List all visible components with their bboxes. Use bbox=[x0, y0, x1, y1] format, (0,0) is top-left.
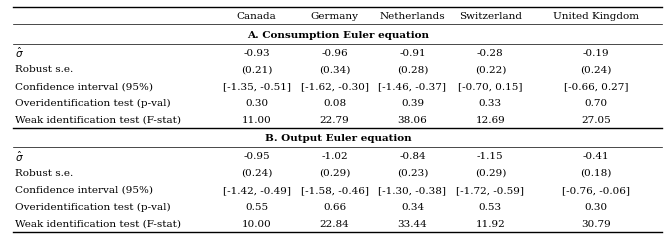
Text: (0.24): (0.24) bbox=[580, 65, 611, 74]
Text: 0.30: 0.30 bbox=[584, 202, 607, 211]
Text: Weak identification test (F-stat): Weak identification test (F-stat) bbox=[15, 219, 181, 228]
Text: -0.96: -0.96 bbox=[321, 48, 348, 57]
Text: 11.92: 11.92 bbox=[476, 219, 505, 228]
Text: 38.06: 38.06 bbox=[397, 116, 427, 124]
Text: (0.29): (0.29) bbox=[319, 168, 351, 177]
Text: 27.05: 27.05 bbox=[581, 116, 611, 124]
Text: Overidentification test (p-val): Overidentification test (p-val) bbox=[15, 202, 171, 211]
Text: [-1.72, -0.59]: [-1.72, -0.59] bbox=[456, 185, 524, 194]
Text: -1.02: -1.02 bbox=[321, 152, 348, 160]
Text: 0.34: 0.34 bbox=[401, 202, 424, 211]
Text: [-1.42, -0.49]: [-1.42, -0.49] bbox=[223, 185, 291, 194]
Text: (0.18): (0.18) bbox=[580, 168, 611, 177]
Text: (0.34): (0.34) bbox=[319, 65, 351, 74]
Text: [-0.76, -0.06]: [-0.76, -0.06] bbox=[562, 185, 630, 194]
Text: (0.28): (0.28) bbox=[397, 65, 428, 74]
Text: (0.24): (0.24) bbox=[241, 168, 272, 177]
Text: (0.29): (0.29) bbox=[475, 168, 506, 177]
Text: (0.22): (0.22) bbox=[475, 65, 506, 74]
Text: Canada: Canada bbox=[237, 12, 276, 21]
Text: -0.93: -0.93 bbox=[244, 48, 270, 57]
Text: 0.39: 0.39 bbox=[401, 99, 424, 108]
Text: 11.00: 11.00 bbox=[242, 116, 272, 124]
Text: Switzerland: Switzerland bbox=[459, 12, 522, 21]
Text: -0.41: -0.41 bbox=[583, 152, 609, 160]
Text: A. Consumption Euler equation: A. Consumption Euler equation bbox=[247, 31, 429, 40]
Text: [-1.62, -0.30]: [-1.62, -0.30] bbox=[300, 82, 369, 91]
Text: 30.79: 30.79 bbox=[581, 219, 611, 228]
Text: -0.95: -0.95 bbox=[244, 152, 270, 160]
Text: 12.69: 12.69 bbox=[476, 116, 505, 124]
Text: Robust s.e.: Robust s.e. bbox=[15, 168, 74, 177]
Text: [-1.35, -0.51]: [-1.35, -0.51] bbox=[223, 82, 291, 91]
Text: 33.44: 33.44 bbox=[397, 219, 427, 228]
Text: [-1.30, -0.38]: [-1.30, -0.38] bbox=[379, 185, 446, 194]
Text: Robust s.e.: Robust s.e. bbox=[15, 65, 74, 74]
Text: -0.28: -0.28 bbox=[477, 48, 504, 57]
Text: (0.21): (0.21) bbox=[241, 65, 272, 74]
Text: 22.84: 22.84 bbox=[320, 219, 349, 228]
Text: 0.08: 0.08 bbox=[323, 99, 346, 108]
Text: Germany: Germany bbox=[310, 12, 359, 21]
Text: [-0.66, 0.27]: [-0.66, 0.27] bbox=[563, 82, 628, 91]
Text: [-1.58, -0.46]: [-1.58, -0.46] bbox=[300, 185, 369, 194]
Text: Confidence interval (95%): Confidence interval (95%) bbox=[15, 82, 153, 91]
Text: -0.84: -0.84 bbox=[399, 152, 425, 160]
Text: $\hat{\sigma}$: $\hat{\sigma}$ bbox=[15, 149, 24, 163]
Text: United Kingdom: United Kingdom bbox=[553, 12, 639, 21]
Text: Netherlands: Netherlands bbox=[380, 12, 446, 21]
Text: [-0.70, 0.15]: [-0.70, 0.15] bbox=[458, 82, 522, 91]
Text: -1.15: -1.15 bbox=[477, 152, 504, 160]
Text: -0.19: -0.19 bbox=[583, 48, 609, 57]
Text: [-1.46, -0.37]: [-1.46, -0.37] bbox=[379, 82, 446, 91]
Text: Overidentification test (p-val): Overidentification test (p-val) bbox=[15, 99, 171, 108]
Text: -0.91: -0.91 bbox=[399, 48, 425, 57]
Text: Confidence interval (95%): Confidence interval (95%) bbox=[15, 185, 153, 194]
Text: 0.53: 0.53 bbox=[479, 202, 502, 211]
Text: 0.70: 0.70 bbox=[584, 99, 607, 108]
Text: 0.30: 0.30 bbox=[245, 99, 268, 108]
Text: B. Output Euler equation: B. Output Euler equation bbox=[264, 134, 411, 143]
Text: 0.66: 0.66 bbox=[323, 202, 346, 211]
Text: 22.79: 22.79 bbox=[320, 116, 349, 124]
Text: 10.00: 10.00 bbox=[242, 219, 272, 228]
Text: (0.23): (0.23) bbox=[397, 168, 428, 177]
Text: $\hat{\sigma}$: $\hat{\sigma}$ bbox=[15, 46, 24, 60]
Text: 0.33: 0.33 bbox=[479, 99, 502, 108]
Text: Weak identification test (F-stat): Weak identification test (F-stat) bbox=[15, 116, 181, 124]
Text: 0.55: 0.55 bbox=[245, 202, 268, 211]
